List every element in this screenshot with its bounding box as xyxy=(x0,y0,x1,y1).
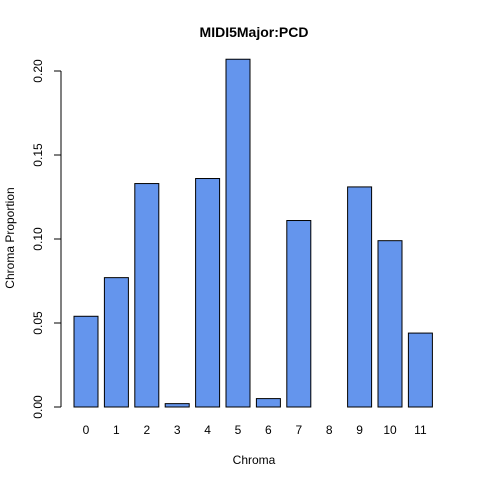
bar-4 xyxy=(195,178,221,408)
x-tick-label: 3 xyxy=(174,423,181,437)
x-tick-label: 8 xyxy=(326,423,333,437)
x-tick-label: 10 xyxy=(383,423,397,437)
x-tick-label: 2 xyxy=(143,423,150,437)
bar-0 xyxy=(73,315,99,408)
x-tick-label: 0 xyxy=(83,423,90,437)
bar-2 xyxy=(134,183,160,408)
x-tick-label: 9 xyxy=(356,423,363,437)
bar-7 xyxy=(286,220,312,408)
chart-title: MIDI5Major:PCD xyxy=(200,24,309,40)
x-tick-label: 11 xyxy=(414,423,427,437)
y-tick-label: 0.20 xyxy=(31,59,45,83)
bar-9 xyxy=(347,186,373,408)
bar-1 xyxy=(103,277,129,408)
y-tick-label: 0.00 xyxy=(31,395,45,419)
bar-5 xyxy=(225,58,251,408)
x-tick-label: 4 xyxy=(204,423,211,437)
bar-3 xyxy=(164,403,190,408)
y-tick-label: 0.15 xyxy=(31,143,45,167)
x-tick-labels: 0 1 2 3 4 5 6 7 8 9 10 11 xyxy=(83,423,427,437)
x-tick-label: 1 xyxy=(113,423,120,437)
x-tick-label: 6 xyxy=(265,423,272,437)
bar-6 xyxy=(255,398,281,408)
y-tick-label: 0.10 xyxy=(31,227,45,251)
bar-series xyxy=(73,58,433,408)
y-tick-label: 0.05 xyxy=(31,311,45,335)
y-axis-label: Chroma Proportion xyxy=(3,187,17,288)
bar-10 xyxy=(377,240,403,408)
y-axis: 0.00 0.05 0.10 0.15 0.20 xyxy=(31,59,62,419)
bar-11 xyxy=(407,332,433,408)
x-tick-label: 7 xyxy=(295,423,302,437)
x-axis-label: Chroma xyxy=(233,453,276,467)
x-tick-label: 5 xyxy=(235,423,242,437)
